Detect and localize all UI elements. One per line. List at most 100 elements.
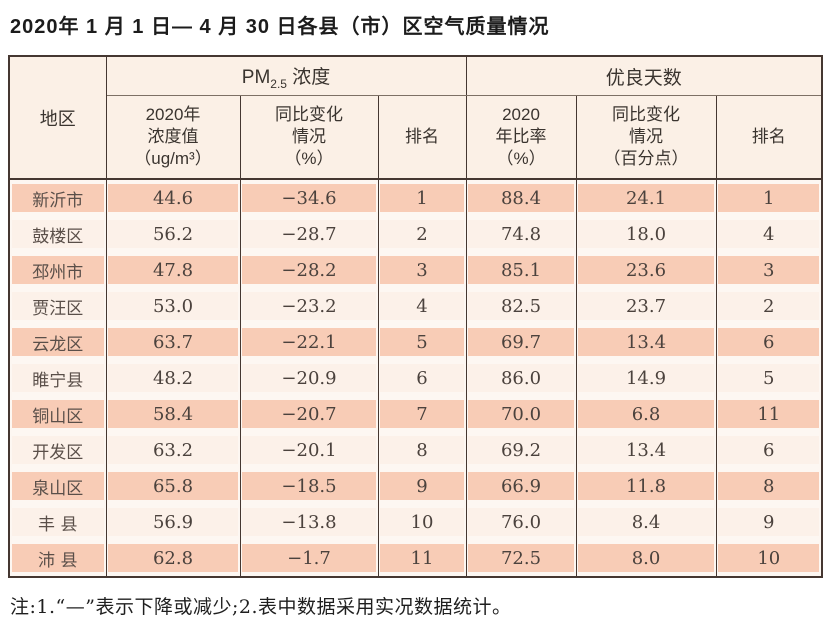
cell-days_rate: 85.1 <box>465 252 577 288</box>
cell-pm_value: 65.8 <box>105 468 241 504</box>
cell-pm_change: −13.8 <box>239 504 379 540</box>
table-row: 泉山区 65.8 −18.5 9 66.9 11.8 8 <box>8 468 823 504</box>
cell-pm_value: 63.7 <box>105 324 241 360</box>
cell-days_change: 6.8 <box>575 396 717 432</box>
cell-days_change: 8.4 <box>575 504 717 540</box>
col-header-region: 地区 <box>8 56 107 180</box>
cell-pm_value: 53.0 <box>105 288 241 324</box>
cell-pm_value: 48.2 <box>105 360 241 396</box>
pm-label: PM <box>241 66 271 88</box>
cell-days_rank: 11 <box>715 396 823 432</box>
cell-days_rate: 69.2 <box>465 432 577 468</box>
cell-region: 丰 县 <box>8 504 107 540</box>
col-header-days-rank: 排名 <box>715 95 823 180</box>
table-row: 铜山区 58.4 −20.7 7 70.0 6.8 11 <box>8 396 823 432</box>
cell-region: 鼓楼区 <box>8 216 107 252</box>
cell-pm_rank: 5 <box>377 324 467 360</box>
cell-pm_change: −1.7 <box>239 540 379 577</box>
cell-days_rate: 88.4 <box>465 179 577 216</box>
cell-days_rank: 5 <box>715 360 823 396</box>
col-group-good-days: 优良天数 <box>465 56 823 96</box>
table-row: 沛 县 62.8 −1.7 11 72.5 8.0 10 <box>8 540 823 577</box>
cell-pm_rank: 2 <box>377 216 467 252</box>
cell-days_change: 23.7 <box>575 288 717 324</box>
cell-pm_rank: 10 <box>377 504 467 540</box>
cell-pm_value: 62.8 <box>105 540 241 577</box>
cell-pm_value: 47.8 <box>105 252 241 288</box>
cell-pm_rank: 4 <box>377 288 467 324</box>
cell-days_change: 13.4 <box>575 324 717 360</box>
cell-days_change: 24.1 <box>575 179 717 216</box>
cell-days_rank: 1 <box>715 179 823 216</box>
cell-days_rank: 3 <box>715 252 823 288</box>
cell-region: 泉山区 <box>8 468 107 504</box>
cell-days_change: 11.8 <box>575 468 717 504</box>
cell-pm_rank: 9 <box>377 468 467 504</box>
col-header-pm-change: 同比变化 情况 （%） <box>239 95 379 180</box>
cell-days_rank: 2 <box>715 288 823 324</box>
table-row: 云龙区 63.7 −22.1 5 69.7 13.4 6 <box>8 324 823 360</box>
cell-days_change: 8.0 <box>575 540 717 577</box>
footnote: 注:1.“—”表示下降或减少;2.表中数据采用实况数据统计。 <box>10 596 512 618</box>
pm-subscript: 2.5 <box>270 76 287 91</box>
cell-pm_change: −18.5 <box>239 468 379 504</box>
cell-days_change: 23.6 <box>575 252 717 288</box>
cell-days_change: 18.0 <box>575 216 717 252</box>
cell-pm_rank: 3 <box>377 252 467 288</box>
cell-pm_change: −28.7 <box>239 216 379 252</box>
cell-days_rate: 72.5 <box>465 540 577 577</box>
cell-region: 铜山区 <box>8 396 107 432</box>
table-body: 新沂市 44.6 −34.6 1 88.4 24.1 1 鼓楼区 56.2 −28.7 2 74.8 1… <box>8 179 823 577</box>
cell-pm_change: −28.2 <box>239 252 379 288</box>
cell-pm_change: −23.2 <box>239 288 379 324</box>
cell-days_rate: 76.0 <box>465 504 577 540</box>
col-group-pm25: PM2.5 浓度 <box>105 56 467 96</box>
cell-pm_rank: 11 <box>377 540 467 577</box>
cell-days_rank: 6 <box>715 324 823 360</box>
table-row: 开发区 63.2 −20.1 8 69.2 13.4 6 <box>8 432 823 468</box>
cell-days_rank: 10 <box>715 540 823 577</box>
cell-region: 云龙区 <box>8 324 107 360</box>
col-header-pm-rank: 排名 <box>377 95 467 180</box>
air-quality-table: 地区 PM2.5 浓度 优良天数 2020年 浓度值 （ug/m³） 同比变化 … <box>8 55 824 578</box>
cell-days_rate: 66.9 <box>465 468 577 504</box>
col-header-days-rate: 2020 年比率 （%） <box>465 95 577 180</box>
cell-days_rate: 82.5 <box>465 288 577 324</box>
cell-pm_change: −34.6 <box>239 179 379 216</box>
col-header-days-change: 同比变化 情况 （百分点） <box>575 95 717 180</box>
cell-region: 睢宁县 <box>8 360 107 396</box>
table-header: 地区 PM2.5 浓度 优良天数 2020年 浓度值 （ug/m³） 同比变化 … <box>8 56 823 180</box>
sub-header-row: 2020年 浓度值 （ug/m³） 同比变化 情况 （%） 排名 2020 年比… <box>9 95 823 180</box>
cell-pm_value: 56.9 <box>105 504 241 540</box>
table-row: 鼓楼区 56.2 −28.7 2 74.8 18.0 4 <box>8 216 823 252</box>
cell-days_rank: 8 <box>715 468 823 504</box>
cell-days_change: 13.4 <box>575 432 717 468</box>
cell-region: 新沂市 <box>8 179 107 216</box>
cell-pm_change: −20.7 <box>239 396 379 432</box>
cell-pm_rank: 6 <box>377 360 467 396</box>
cell-pm_change: −20.9 <box>239 360 379 396</box>
table-row: 新沂市 44.6 −34.6 1 88.4 24.1 1 <box>8 179 823 216</box>
cell-pm_value: 56.2 <box>105 216 241 252</box>
cell-pm_value: 44.6 <box>105 179 241 216</box>
cell-days_change: 14.9 <box>575 360 717 396</box>
cell-region: 开发区 <box>8 432 107 468</box>
cell-days_rate: 74.8 <box>465 216 577 252</box>
cell-days_rate: 69.7 <box>465 324 577 360</box>
cell-pm_value: 63.2 <box>105 432 241 468</box>
cell-region: 贾汪区 <box>8 288 107 324</box>
cell-days_rate: 86.0 <box>465 360 577 396</box>
pm-label-suffix: 浓度 <box>286 66 331 88</box>
col-header-pm-value: 2020年 浓度值 （ug/m³） <box>105 95 241 180</box>
cell-days_rank: 4 <box>715 216 823 252</box>
cell-pm_rank: 1 <box>377 179 467 216</box>
cell-region: 沛 县 <box>8 540 107 577</box>
cell-region: 邳州市 <box>8 252 107 288</box>
cell-pm_change: −20.1 <box>239 432 379 468</box>
table-row: 邳州市 47.8 −28.2 3 85.1 23.6 3 <box>8 252 823 288</box>
table-row: 贾汪区 53.0 −23.2 4 82.5 23.7 2 <box>8 288 823 324</box>
cell-pm_value: 58.4 <box>105 396 241 432</box>
cell-pm_rank: 7 <box>377 396 467 432</box>
cell-pm_change: −22.1 <box>239 324 379 360</box>
